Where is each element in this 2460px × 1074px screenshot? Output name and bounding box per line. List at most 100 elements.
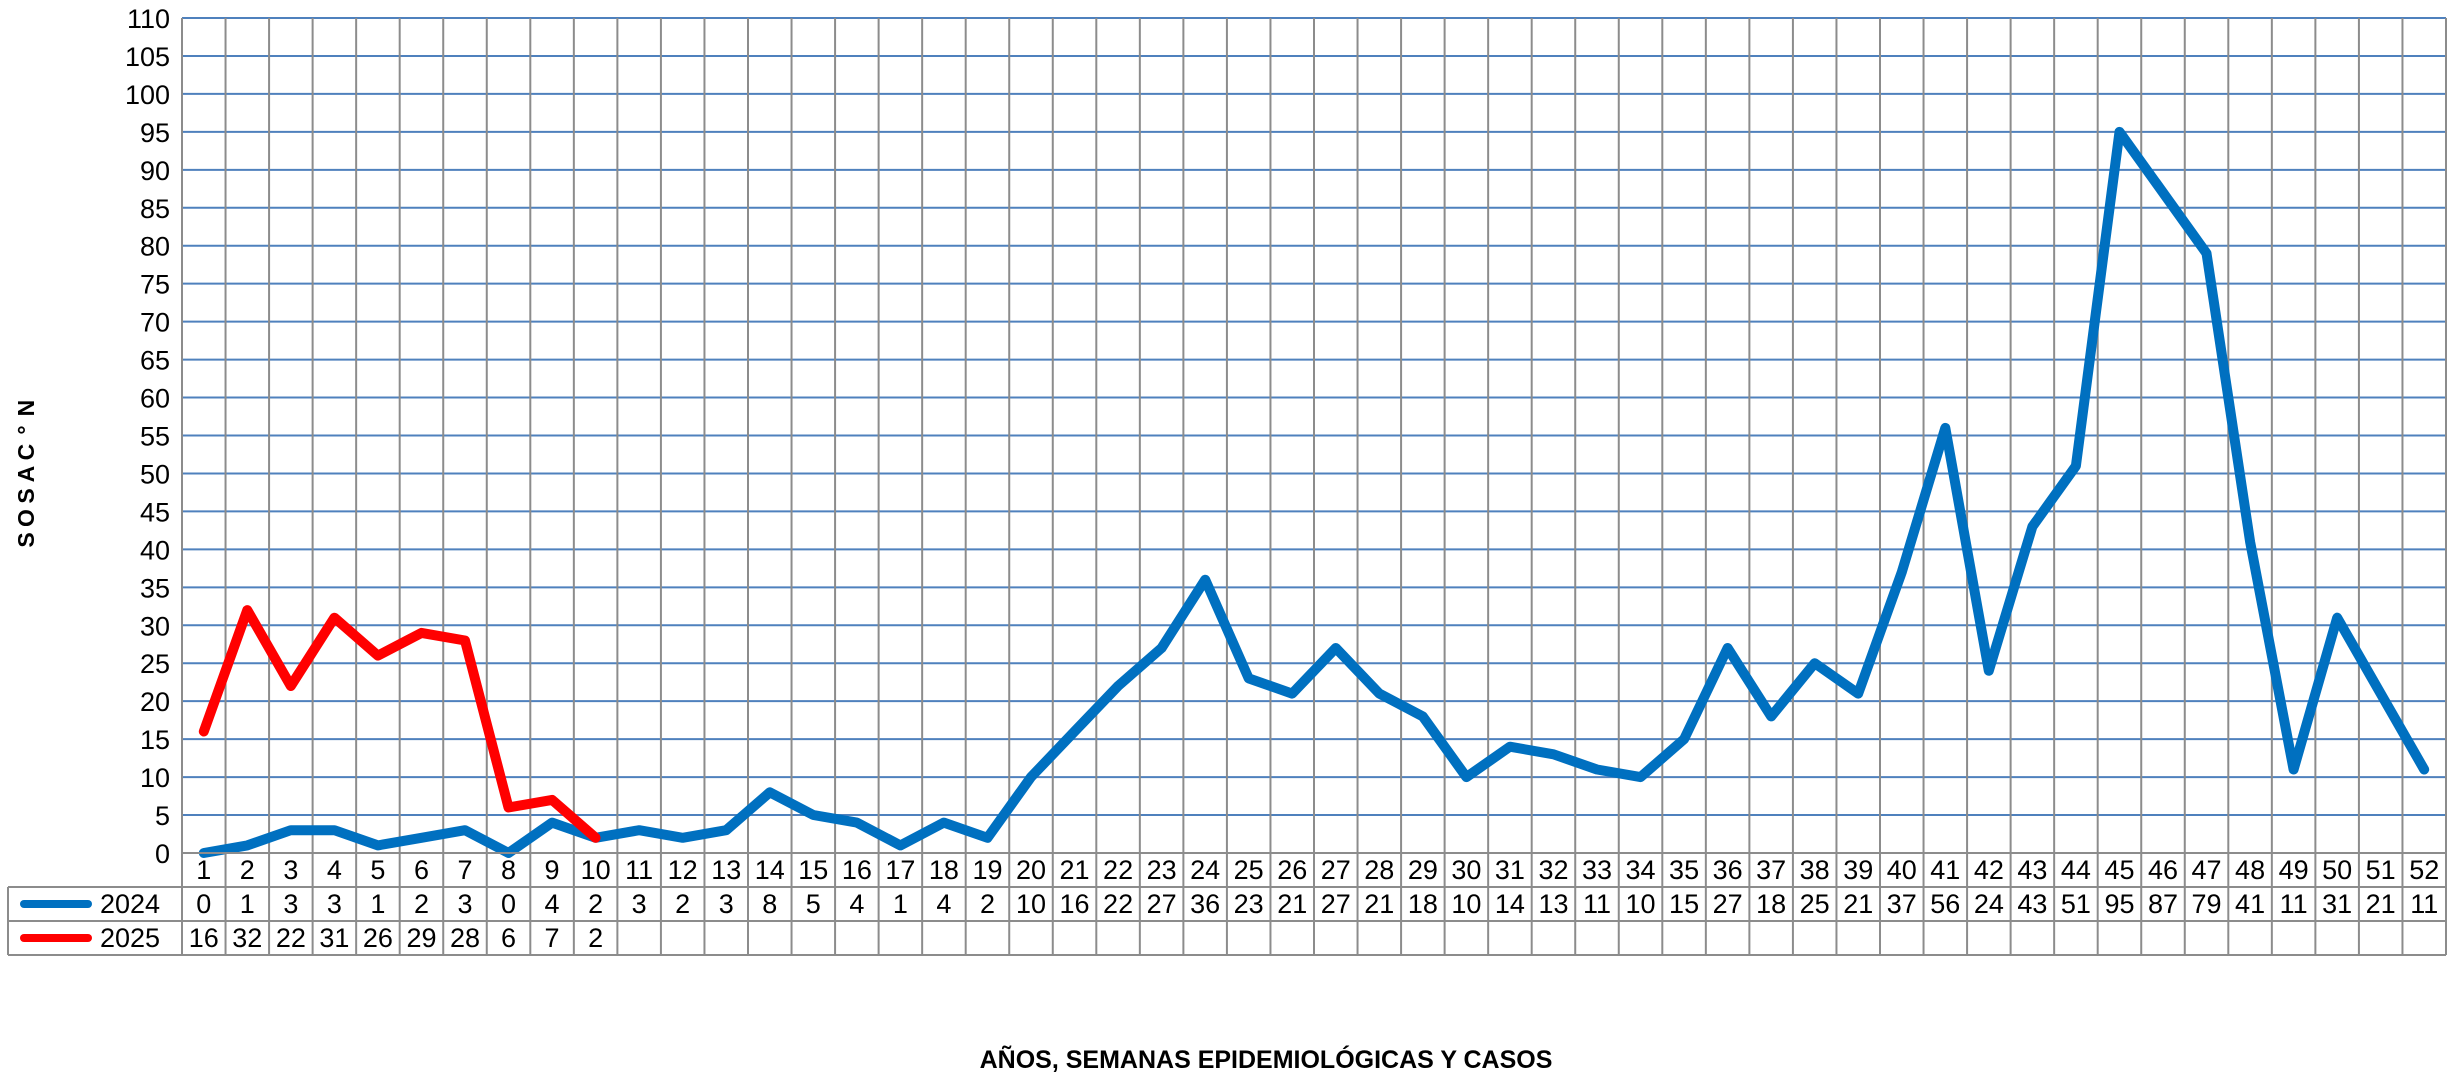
x-tick-label: 18 [929,855,959,885]
data-label-2024: 0 [196,889,211,919]
data-label-2024: 10 [1451,889,1481,919]
data-label-2024: 21 [1843,889,1873,919]
legend-label-2025: 2025 [100,923,160,953]
data-label-2024: 13 [1538,889,1568,919]
y-tick-label: 110 [127,4,170,34]
y-tick-label: 25 [140,649,170,679]
x-tick-label: 7 [457,855,472,885]
data-label-2024: 5 [806,889,821,919]
data-label-2024: 11 [1583,889,1611,919]
data-label-2024: 24 [1974,889,2004,919]
y-tick-label: 70 [140,308,170,338]
x-tick-label: 14 [755,855,785,885]
x-tick-label: 16 [842,855,872,885]
data-label-2024: 10 [1626,889,1656,919]
series-lines [198,126,2430,858]
x-tick-label: 10 [581,855,611,885]
data-label-2024: 3 [719,889,734,919]
legend-label-2024: 2024 [100,889,160,919]
x-tick-label: 41 [1930,855,1960,885]
data-label-2025: 31 [319,923,349,953]
data-label-2024: 8 [762,889,777,919]
data-label-2024: 1 [893,889,908,919]
data-label-2025: 16 [189,923,219,953]
data-label-2025: 6 [501,923,516,953]
y-tick-label: 10 [140,763,170,793]
data-label-2024: 31 [2322,889,2352,919]
y-tick-label: 45 [140,497,170,527]
x-tick-label: 12 [668,855,698,885]
x-tick-label: 8 [501,855,516,885]
data-label-2024: 41 [2235,889,2265,919]
data-label-2025: 7 [545,923,560,953]
y-tick-label: 65 [140,346,170,376]
data-label-2024: 3 [457,889,472,919]
x-tick-label: 40 [1887,855,1917,885]
x-tick-label: 19 [972,855,1002,885]
x-tick-label: 31 [1495,855,1525,885]
data-label-2024: 0 [501,889,516,919]
data-label-2024: 23 [1234,889,1264,919]
data-label-2024: 37 [1887,889,1917,919]
x-tick-label: 5 [370,855,385,885]
data-label-2024: 11 [2280,889,2308,919]
x-tick-label: 34 [1626,855,1656,885]
x-tick-label: 1 [196,855,211,885]
data-label-2024: 1 [240,889,255,919]
x-tick-label: 43 [2017,855,2047,885]
y-tick-label: 75 [140,270,170,300]
x-tick-label: 11 [625,855,653,885]
data-label-2024: 79 [2192,889,2222,919]
data-label-2024: 16 [1060,889,1090,919]
y-tick-label: 60 [140,384,170,414]
data-label-2024: 51 [2061,889,2091,919]
x-tick-label: 32 [1538,855,1568,885]
data-label-2024: 87 [2148,889,2178,919]
x-tick-label: 37 [1756,855,1786,885]
y-axis-label-char: ° [13,425,39,434]
y-tick-label: 95 [140,118,170,148]
y-tick-label: 100 [125,80,170,110]
data-label-2024: 3 [327,889,342,919]
x-tick-label: 2 [240,855,255,885]
data-label-2025: 32 [232,923,262,953]
data-label-2024: 2 [414,889,429,919]
y-axis-label-char: S [13,532,39,547]
y-axis-label-char: A [13,466,39,483]
data-label-2024: 4 [849,889,864,919]
x-tick-label: 26 [1277,855,1307,885]
data-label-2024: 4 [936,889,951,919]
data-label-2024: 3 [283,889,298,919]
data-label-2024: 11 [2410,889,2438,919]
data-label-2024: 27 [1147,889,1177,919]
x-tick-label: 45 [2104,855,2134,885]
data-label-2025: 26 [363,923,393,953]
y-tick-label: 40 [140,535,170,565]
data-label-2024: 27 [1321,889,1351,919]
data-label-2024: 36 [1190,889,1220,919]
x-tick-label: 24 [1190,855,1220,885]
x-tick-label: 44 [2061,855,2091,885]
data-label-2024: 14 [1495,889,1525,919]
data-label-2024: 21 [1277,889,1307,919]
data-label-2024: 15 [1669,889,1699,919]
data-label-2024: 18 [1756,889,1786,919]
data-label-2024: 18 [1408,889,1438,919]
x-tick-label: 22 [1103,855,1133,885]
x-tick-label: 4 [327,855,342,885]
data-label-2024: 27 [1713,889,1743,919]
data-label-2025: 2 [588,923,603,953]
x-tick-label: 15 [798,855,828,885]
data-label-2024: 2 [588,889,603,919]
y-axis-ticks: 0 5 10 15 20 25 30 35 40 45 50 55 60 65 70 75 80 85 90 95 10… [125,4,170,869]
x-tick-label: 20 [1016,855,1046,885]
x-tick-label: 9 [545,855,560,885]
y-tick-label: 5 [155,801,170,831]
x-tick-label: 38 [1800,855,1830,885]
data-label-2024: 21 [2366,889,2396,919]
y-tick-label: 50 [140,459,170,489]
series-line-2025 [198,605,601,843]
data-label-2024: 95 [2104,889,2134,919]
